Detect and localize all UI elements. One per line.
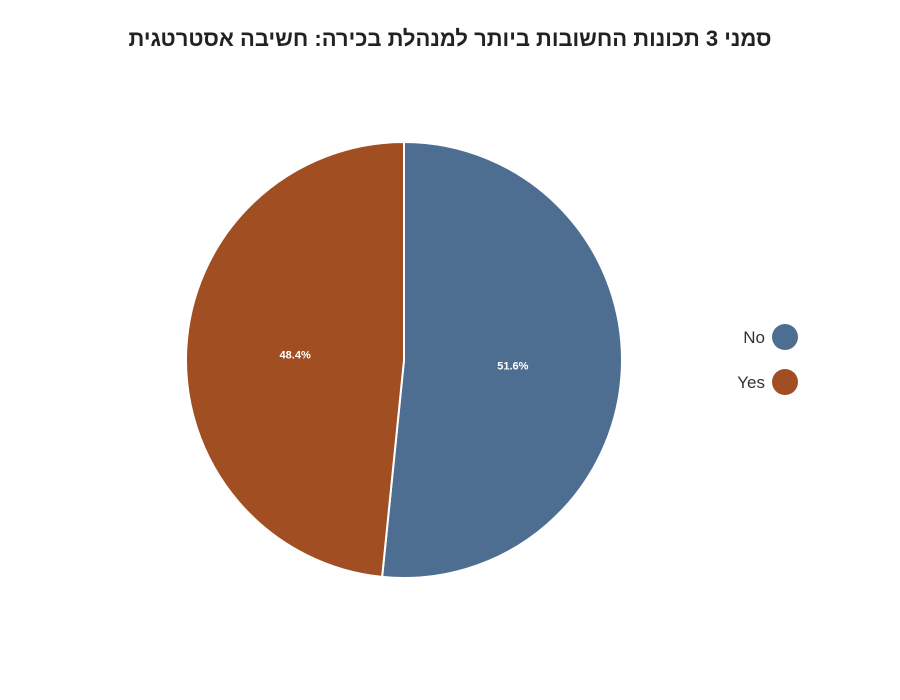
pie-slice-no[interactable] (381, 140, 623, 579)
pie-slice-yes[interactable] (185, 140, 405, 578)
legend-item-no[interactable]: No (743, 324, 798, 350)
legend: No Yes (737, 324, 798, 395)
legend-label-yes: Yes (737, 373, 765, 392)
chart-title: סמני 3 תכונות החשובות ביותר למנהלת בכירה… (128, 26, 772, 51)
data-label-no: 51.6% (497, 360, 528, 372)
legend-label-no: No (743, 328, 765, 347)
data-label-yes: 48.4% (280, 350, 311, 362)
legend-swatch-yes (772, 369, 798, 395)
slices-layer (185, 140, 623, 579)
legend-swatch-no (772, 324, 798, 350)
legend-item-yes[interactable]: Yes (737, 369, 798, 395)
data-labels-layer: 51.6% 48.4% (280, 350, 529, 373)
